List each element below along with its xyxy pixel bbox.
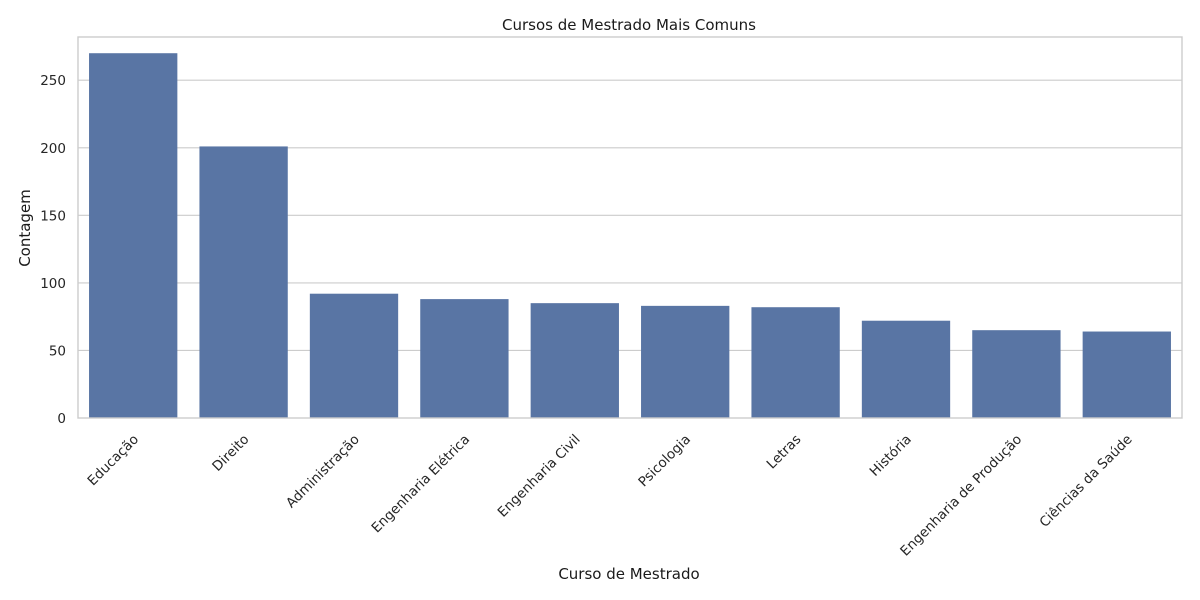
y-tick-label: 150 (40, 208, 66, 224)
x-tick-label: Administração (283, 432, 363, 512)
x-tick-label: Letras (764, 432, 805, 473)
plot-frame (77, 36, 1183, 419)
x-tick-label: Engenharia de Produção (897, 432, 1025, 560)
y-tick-label: 50 (49, 343, 66, 359)
bar (751, 307, 840, 418)
bar (420, 299, 509, 418)
x-tick-label: História (867, 432, 915, 480)
bar (972, 330, 1061, 418)
y-tick-labels: 0 50 100 150 200 250 (40, 73, 66, 427)
bar (309, 293, 399, 418)
x-tick-label: Direito (209, 432, 252, 475)
x-tick-label: Educação (85, 432, 142, 489)
bar (530, 303, 619, 418)
bar (641, 305, 730, 418)
y-tick-label: 100 (40, 276, 66, 292)
x-tick-label: Ciências da Saúde (1036, 432, 1135, 531)
x-tick-labels: Educação Direito Administração Engenharia E… (85, 432, 1136, 560)
bars (89, 53, 1171, 419)
bar (89, 53, 178, 418)
x-tick-label: Psicologia (635, 432, 694, 491)
bar (199, 146, 288, 419)
y-tick-label: 0 (57, 411, 66, 427)
x-tick-label: Engenharia Civil (495, 432, 584, 521)
bar (861, 320, 951, 418)
x-axis-label: Curso de Mestrado (558, 565, 699, 583)
y-tick-label: 200 (40, 141, 66, 157)
bar (1082, 331, 1171, 418)
x-tick-label: Engenharia Elétrica (369, 432, 474, 537)
chart-title: Cursos de Mestrado Mais Comuns (502, 16, 756, 34)
y-tick-label: 250 (40, 73, 66, 89)
y-axis-label: Contagem (16, 189, 34, 267)
